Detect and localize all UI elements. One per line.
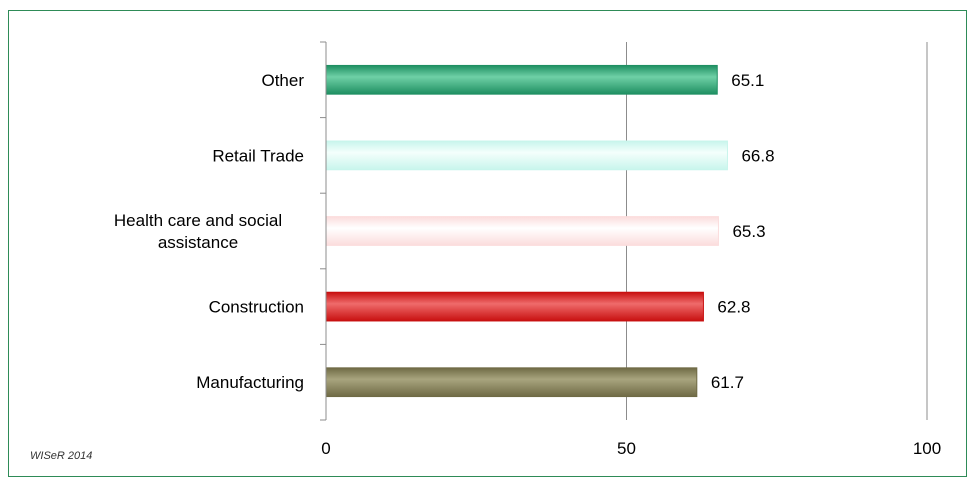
bar-manufacturing bbox=[325, 367, 698, 398]
bar-construction bbox=[325, 291, 704, 322]
x-tick-label: 50 bbox=[617, 439, 636, 458]
category-label: Other bbox=[261, 71, 304, 90]
value-label: 62.8 bbox=[717, 298, 750, 317]
category-label: Manufacturing bbox=[196, 373, 304, 392]
bar-other bbox=[325, 64, 718, 95]
category-label: Construction bbox=[209, 298, 304, 317]
category-label: Retail Trade bbox=[212, 146, 304, 165]
value-label: 65.3 bbox=[732, 222, 765, 241]
x-tick-label: 0 bbox=[321, 439, 330, 458]
category-label: Health care and social assistance bbox=[114, 211, 282, 252]
bar-health-care-and-social-assistance bbox=[325, 216, 719, 246]
bar-retail-trade bbox=[325, 140, 728, 171]
value-label: 65.1 bbox=[731, 71, 764, 90]
x-tick-label: 100 bbox=[913, 439, 941, 458]
value-label: 66.8 bbox=[741, 146, 774, 165]
source-note: WISeR 2014 bbox=[30, 450, 93, 462]
value-label: 61.7 bbox=[711, 373, 744, 392]
